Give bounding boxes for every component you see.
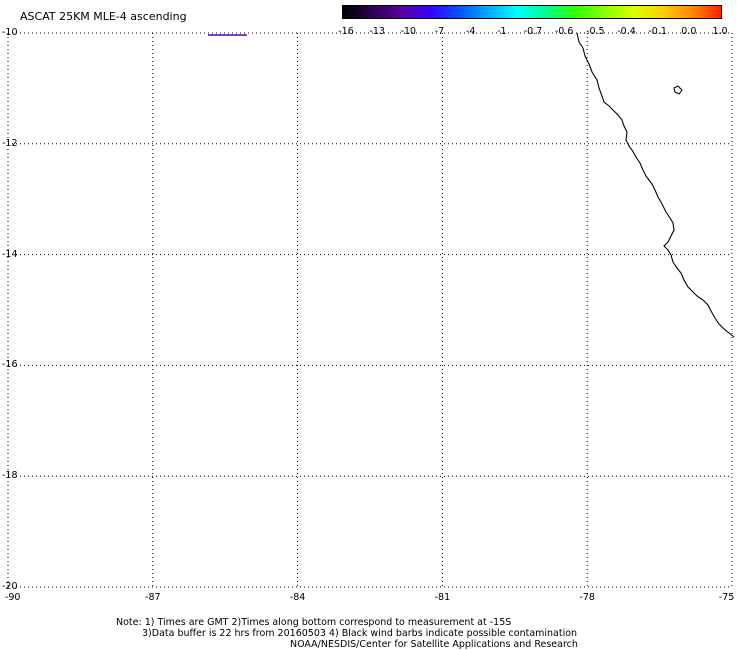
note-line-2: 3)Data buffer is 22 hrs from 20160503 4)… (142, 628, 578, 639)
latitude-label: -20 (2, 581, 18, 592)
coastline (576, 32, 735, 338)
longitude-label: -87 (145, 592, 161, 603)
latitude-label: -10 (2, 27, 18, 38)
colorbar-tick-label: -0.5 (586, 26, 605, 37)
colorbar-tick-label: -4 (465, 26, 476, 37)
colorbar-tick-label: -10 (400, 26, 417, 37)
colorbar-tick-label: 1.0 (712, 26, 728, 37)
wind-speed-colorbar (342, 5, 722, 19)
latitude-label: -12 (2, 137, 18, 149)
colorbar-tick-label: -0.6 (554, 26, 574, 37)
lat-lon-grid (7, 32, 733, 588)
colorbar-tick-label: -13 (369, 26, 385, 37)
note-line-1: Note: 1) Times are GMT 2)Times along bot… (116, 617, 512, 628)
longitude-label: -78 (579, 592, 595, 603)
longitude-label: -90 (4, 592, 21, 603)
colorbar-tick-label: -16 (338, 26, 354, 37)
colorbar-tick-label: -0.7 (523, 26, 543, 37)
longitude-label: -81 (434, 592, 451, 603)
colorbar-tick-label: -1 (497, 26, 507, 37)
colorbar-tick-label: -0.1 (648, 26, 667, 37)
colorbar-tick-label: 0.0 (681, 26, 697, 37)
map-title: ASCAT 25KM MLE-4 ascending (20, 10, 187, 23)
lake-titicaca-outline (673, 85, 683, 95)
latitude-label: -16 (2, 359, 18, 371)
latitude-label: -18 (2, 470, 18, 482)
longitude-label: -75 (718, 592, 735, 603)
longitude-label: -84 (289, 592, 306, 603)
colorbar-tick-label: -0.4 (617, 26, 636, 37)
colorbar-labels: -16 -13 -10 -7 -4 -1 -0.7 -0.6 -0.5 -0.4 -0.1 0.0 1.… (0, 0, 740, 40)
colorbar-tick-label: -7 (434, 26, 445, 37)
latitude-label: -14 (2, 248, 18, 260)
note-line-3: NOAA/NESDIS/Center for Satellite Applica… (290, 639, 578, 650)
